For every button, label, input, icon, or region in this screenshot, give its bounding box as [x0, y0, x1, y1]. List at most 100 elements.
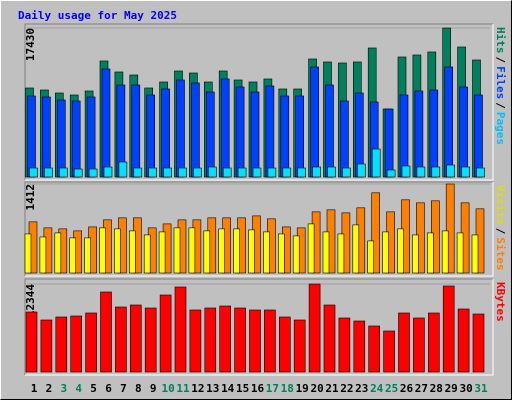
bar [293, 319, 306, 373]
bar [322, 231, 330, 274]
bar [444, 66, 454, 178]
bar [220, 78, 230, 178]
bar [445, 183, 455, 274]
bar [323, 304, 336, 373]
bar [146, 94, 155, 178]
bar [84, 237, 91, 274]
bar [456, 232, 464, 274]
bar [367, 240, 375, 274]
y-tick-label: 1412 [24, 184, 37, 211]
plot-bevel-dark [24, 278, 493, 375]
bar [118, 161, 128, 178]
x-tick-label: 18 [281, 382, 294, 395]
x-tick-label: 21 [325, 382, 339, 395]
x-tick-label: 9 [150, 382, 157, 395]
bar [383, 330, 395, 373]
bar [54, 232, 62, 274]
x-tick-label: 19 [296, 382, 309, 395]
bar [371, 148, 381, 178]
bar [103, 166, 113, 178]
bar [278, 316, 291, 373]
bar [133, 167, 143, 178]
legend-separator: / [494, 57, 507, 64]
legend-entry: Sites [494, 237, 507, 270]
bar [130, 304, 142, 373]
bar [426, 232, 434, 274]
x-tick-label: 20 [310, 382, 323, 395]
bar [234, 307, 246, 373]
legend-entry: Visits [494, 185, 507, 225]
plot-bevel-light [25, 182, 494, 277]
bar [382, 231, 389, 274]
bar [42, 96, 51, 178]
bar [310, 66, 319, 178]
bar [55, 316, 68, 373]
bar [250, 91, 260, 178]
bar [249, 309, 261, 373]
bar [85, 312, 97, 373]
bar [203, 230, 211, 274]
bar [114, 228, 121, 274]
bar [131, 84, 141, 178]
bar [353, 320, 366, 373]
x-tick-label: 24 [370, 382, 384, 395]
bar [427, 312, 440, 373]
bar [292, 235, 300, 274]
bar [24, 233, 32, 274]
plot-bevel-light [25, 279, 494, 376]
bar [70, 315, 82, 373]
bar [441, 230, 449, 274]
legend-separator: / [494, 102, 507, 109]
bar [39, 236, 47, 274]
bar [237, 167, 247, 178]
bar [386, 169, 396, 178]
bar [71, 100, 81, 178]
bar [204, 307, 217, 373]
bar [356, 163, 366, 178]
bar [471, 234, 479, 274]
bar [191, 82, 200, 178]
x-tick-label: 26 [400, 382, 414, 395]
plot-bevel-dark [24, 23, 493, 180]
bar [252, 167, 262, 178]
bar [413, 317, 425, 373]
bar [312, 166, 321, 178]
bar [29, 167, 38, 178]
bar [472, 313, 485, 373]
bar [58, 167, 68, 178]
x-tick-label: 23 [355, 382, 368, 395]
x-tick-label: 29 [445, 382, 458, 395]
bar [144, 307, 157, 373]
bar [99, 227, 106, 274]
bar [459, 86, 468, 178]
bar [342, 167, 351, 178]
x-tick-label: 17 [266, 382, 279, 395]
bar [163, 167, 172, 178]
bar [264, 309, 276, 373]
bar [431, 166, 441, 178]
x-tick-label: 13 [206, 382, 219, 395]
bar [56, 99, 66, 178]
bar [338, 317, 351, 373]
x-tick-label: 25 [385, 382, 398, 395]
bar [399, 94, 409, 178]
legend-entry: Pages [494, 112, 507, 145]
legend-entry: KBytes [494, 282, 507, 322]
bar [263, 231, 270, 274]
x-tick-label: 2 [46, 382, 53, 395]
legend: Hits / Files / Pages [494, 27, 507, 145]
bar [44, 167, 53, 178]
bar [412, 234, 419, 274]
bar [86, 96, 96, 178]
bar [100, 291, 112, 373]
legend: KBytes [494, 282, 507, 322]
bar [208, 166, 217, 178]
bar [340, 100, 349, 178]
x-tick-label: 7 [120, 382, 127, 395]
bar [159, 294, 172, 373]
x-tick-label: 30 [459, 382, 472, 395]
bar [161, 88, 170, 178]
bar [474, 94, 483, 178]
